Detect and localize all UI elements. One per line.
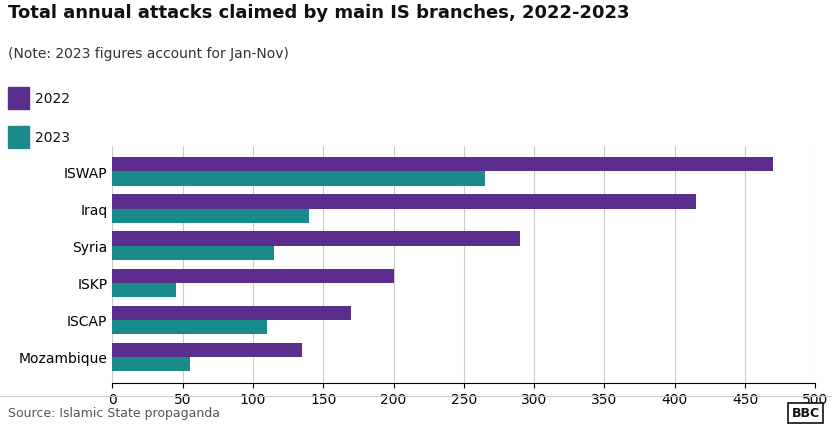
Bar [112, 306, 351, 320]
Bar [112, 195, 696, 209]
Text: 2022: 2022 [35, 92, 70, 106]
Bar [112, 246, 274, 260]
Bar [112, 283, 176, 297]
Text: BBC: BBC [791, 406, 820, 419]
Text: (Note: 2023 figures account for Jan-Nov): (Note: 2023 figures account for Jan-Nov) [8, 47, 290, 61]
Bar [112, 172, 485, 186]
Bar [112, 158, 773, 172]
Bar [112, 320, 267, 334]
Text: 2023: 2023 [35, 131, 70, 144]
Text: Source: Islamic State propaganda: Source: Islamic State propaganda [8, 406, 220, 419]
Bar [112, 269, 394, 283]
Text: Total annual attacks claimed by main IS branches, 2022-2023: Total annual attacks claimed by main IS … [8, 4, 630, 22]
Bar [112, 209, 310, 223]
Bar [112, 343, 302, 357]
Bar [112, 357, 190, 371]
Bar [112, 232, 520, 246]
